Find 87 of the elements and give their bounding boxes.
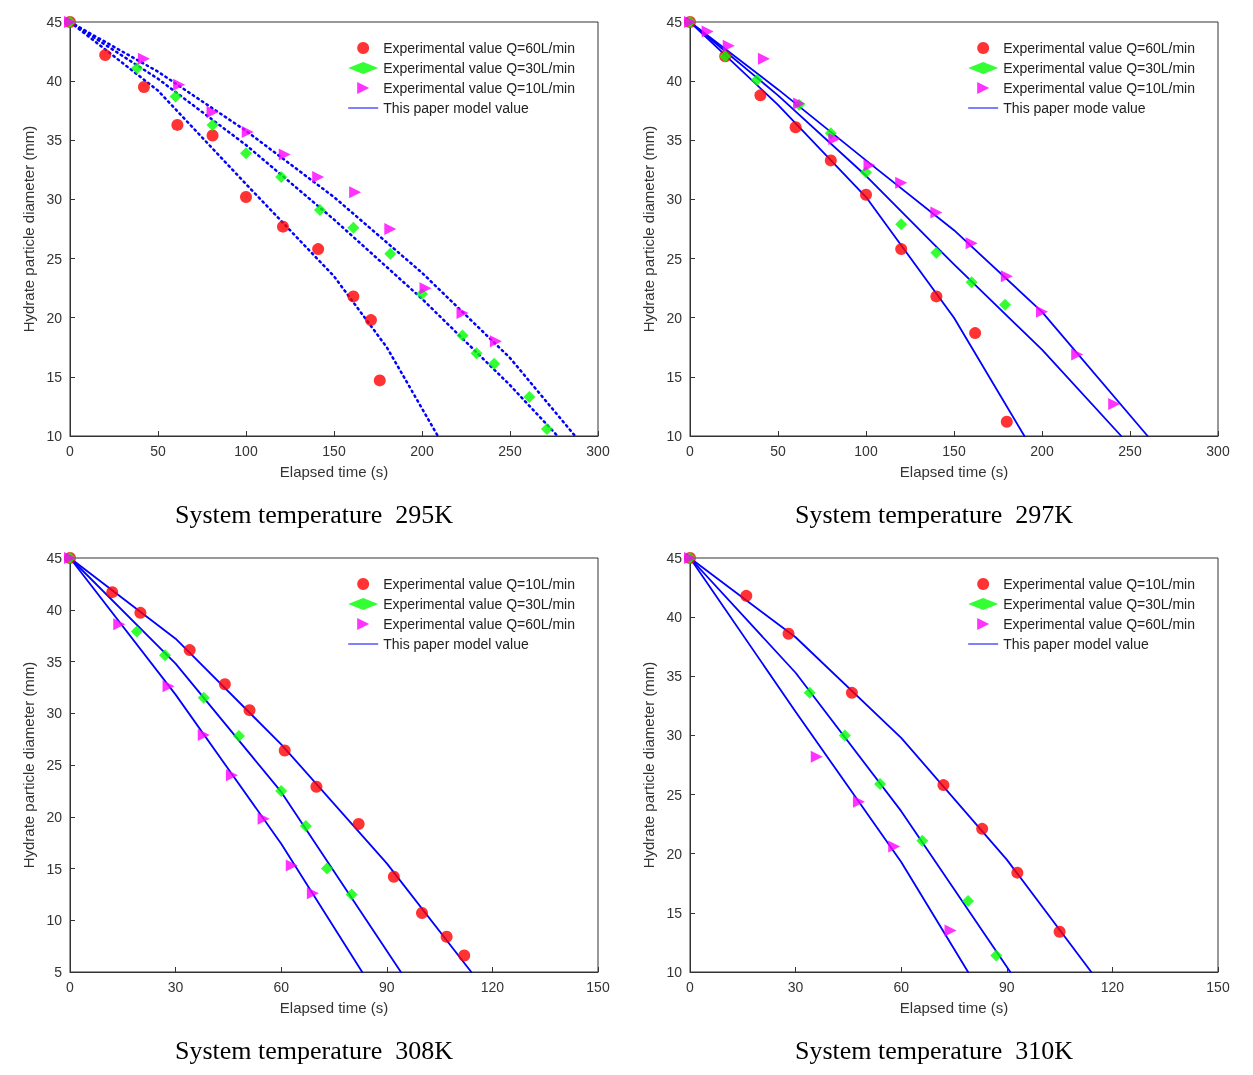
legend-label: Experimental value Q=30L/min — [1003, 60, 1195, 76]
x-tick-label: 0 — [66, 443, 75, 459]
legend-label: This paper model value — [383, 636, 529, 652]
y-tick-label: 20 — [666, 845, 683, 862]
legend-label: Experimental value Q=10L/min — [383, 80, 575, 96]
y-tick-label: 10 — [666, 964, 683, 980]
x-tick-label: 60 — [273, 979, 290, 995]
text: System temperature 295K — [175, 499, 454, 529]
legend-label: Experimental value Q=60L/min — [383, 40, 575, 56]
legend-label: This paper model value — [383, 100, 529, 116]
x-tick-label: 120 — [1100, 979, 1125, 995]
x-tick-label: 30 — [167, 979, 184, 995]
legend-label: Experimental value Q=10L/min — [1003, 80, 1195, 96]
legend-label: Experimental value Q=30L/min — [383, 60, 575, 76]
x-axis-title: Elapsed time (s) — [899, 999, 1009, 1016]
y-tick-label: 10 — [46, 428, 63, 444]
y-tick-label: 30 — [46, 705, 63, 722]
x-tick-label: 150 — [1206, 979, 1230, 995]
y-tick-label: 35 — [666, 132, 683, 149]
y-tick-label: 30 — [46, 191, 63, 208]
y-tick-label: 45 — [46, 14, 63, 30]
legend-label: Experimental value Q=60L/min — [1003, 40, 1195, 56]
y-tick-label: 15 — [46, 860, 63, 877]
x-tick-label: 150 — [586, 979, 610, 995]
x-tick-label: 150 — [322, 443, 346, 459]
y-tick-label: 35 — [666, 668, 683, 685]
x-axis-title: Elapsed time (s) — [279, 463, 389, 480]
y-tick-label: 25 — [666, 786, 683, 803]
y-axis-title: Hydrate particle diameter (mm) — [639, 661, 657, 869]
x-tick-label: 150 — [942, 443, 966, 459]
y-tick-label: 40 — [666, 609, 683, 626]
y-tick-label: 25 — [46, 757, 63, 773]
y-tick-label: 5 — [54, 964, 63, 980]
x-tick-label: 300 — [586, 443, 610, 459]
x-tick-label: 200 — [1030, 443, 1054, 459]
x-tick-label: 120 — [480, 979, 505, 995]
legend-label: Experimental value Q=60L/min — [383, 616, 575, 632]
y-tick-label: 40 — [46, 73, 63, 90]
y-tick-label: 20 — [46, 808, 63, 825]
legend-label: Experimental value Q=30L/min — [383, 596, 575, 612]
y-tick-label: 20 — [46, 309, 63, 326]
x-tick-label: 100 — [234, 443, 258, 459]
x-tick-label: 50 — [150, 443, 166, 459]
y-tick-label: 45 — [666, 550, 683, 566]
y-tick-label: 25 — [46, 250, 63, 267]
x-tick-label: 0 — [66, 979, 75, 995]
y-tick-label: 15 — [666, 368, 683, 385]
text: System temperature 310K — [795, 1035, 1074, 1065]
x-tick-label: 0 — [686, 979, 695, 995]
x-tick-label: 200 — [410, 443, 434, 459]
x-tick-label: 30 — [787, 979, 804, 995]
legend-label: Experimental value Q=10L/min — [1003, 576, 1195, 592]
legend-label: This paper mode value — [1003, 100, 1146, 116]
x-tick-label: 0 — [686, 443, 695, 459]
y-tick-label: 15 — [666, 904, 683, 921]
x-tick-label: 50 — [770, 443, 786, 459]
y-tick-label: 35 — [46, 132, 63, 149]
y-tick-label: 35 — [46, 653, 63, 670]
legend-label: This paper model value — [1003, 636, 1149, 652]
x-axis-title: Elapsed time (s) — [279, 999, 389, 1016]
x-tick-label: 90 — [379, 979, 395, 995]
y-tick-label: 45 — [666, 14, 683, 30]
y-tick-label: 40 — [666, 73, 683, 90]
legend-label: Experimental value Q=60L/min — [1003, 616, 1195, 632]
legend-label: Experimental value Q=30L/min — [1003, 596, 1195, 612]
y-tick-label: 20 — [666, 309, 683, 326]
y-tick-label: 30 — [666, 191, 683, 208]
x-tick-label: 250 — [498, 443, 522, 459]
x-axis-title: Elapsed time (s) — [899, 463, 1009, 480]
y-tick-label: 45 — [46, 550, 63, 566]
text: System temperature 297K — [795, 499, 1074, 529]
y-axis-title: Hydrate particle diameter (mm) — [639, 125, 657, 333]
x-tick-label: 300 — [1206, 443, 1230, 459]
legend-label: Experimental value Q=10L/min — [383, 576, 575, 592]
y-tick-label: 10 — [666, 428, 683, 444]
y-tick-label: 40 — [46, 601, 63, 618]
x-tick-label: 250 — [1118, 443, 1142, 459]
x-tick-label: 90 — [999, 979, 1015, 995]
y-tick-label: 15 — [46, 368, 63, 385]
y-tick-label: 25 — [666, 250, 683, 267]
text: System temperature 308K — [175, 1035, 454, 1065]
x-tick-label: 100 — [854, 443, 878, 459]
y-tick-label: 10 — [46, 912, 63, 929]
y-axis-title: Hydrate particle diameter (mm) — [19, 125, 37, 333]
y-tick-label: 30 — [666, 727, 683, 744]
y-axis-title: Hydrate particle diameter (mm) — [19, 661, 37, 869]
x-tick-label: 60 — [893, 979, 910, 995]
